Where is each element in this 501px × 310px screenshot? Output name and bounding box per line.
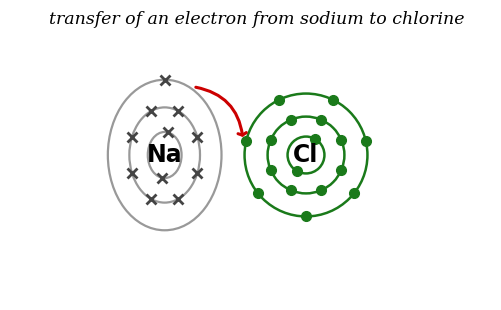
Text: Na: Na (147, 143, 182, 167)
Text: transfer of an electron from sodium to chlorine: transfer of an electron from sodium to c… (49, 11, 464, 28)
Text: Cl: Cl (293, 143, 319, 167)
